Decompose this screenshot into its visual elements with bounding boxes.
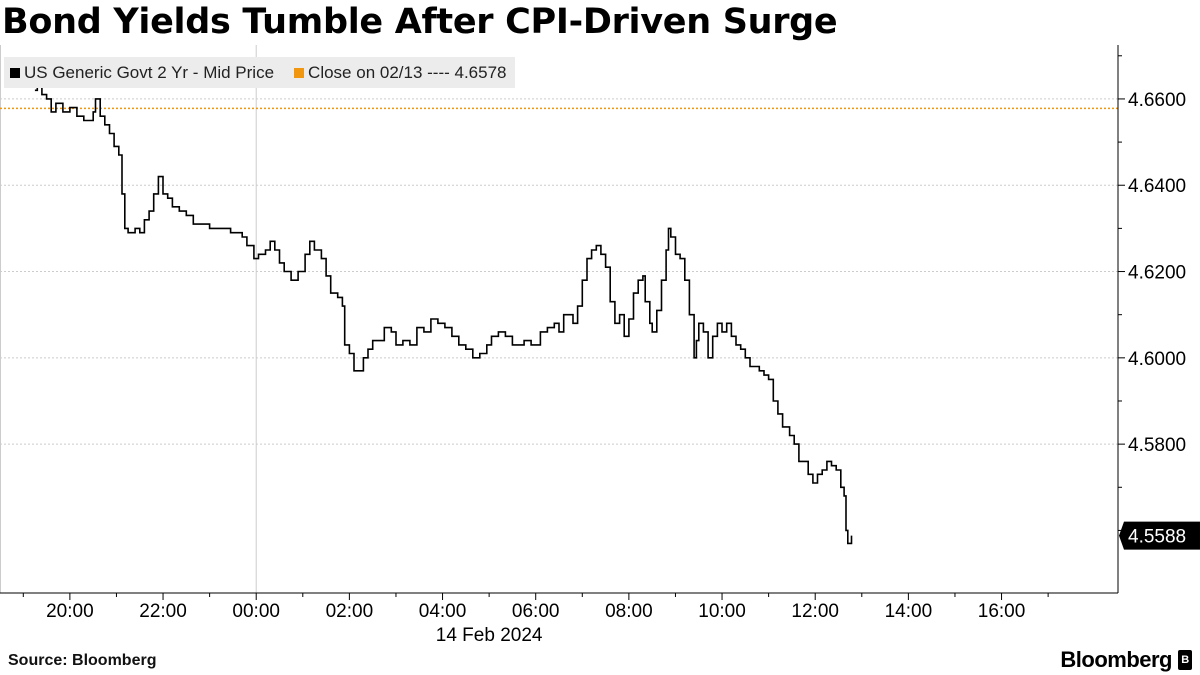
- bloomberg-b-icon: B: [1178, 650, 1192, 670]
- x-tick-label: 12:00: [791, 601, 839, 622]
- brand-name: Bloomberg: [1060, 647, 1172, 672]
- x-date-label: 14 Feb 2024: [436, 625, 543, 646]
- x-tick-label: 20:00: [46, 601, 94, 622]
- legend-close-label: Close on 02/13 ---- 4.6578: [308, 62, 507, 82]
- last-value-label: 4.5588: [1128, 527, 1186, 548]
- last-value-badge: 4.5588: [1119, 521, 1200, 550]
- y-tick-label: 4.6600: [1128, 90, 1186, 111]
- brand-logo: Bloomberg B: [1060, 647, 1192, 673]
- y-tick-label: 4.5800: [1128, 435, 1186, 456]
- x-tick-label: 22:00: [139, 601, 187, 622]
- grid-lines: [0, 45, 1118, 593]
- x-tick-label: 00:00: [232, 601, 280, 622]
- series-line-us-2yr: [34, 85, 853, 545]
- close-swatch-icon: [294, 67, 305, 78]
- chart-title: Bond Yields Tumble After CPI-Driven Surg…: [2, 2, 838, 42]
- x-tick-label: 08:00: [605, 601, 653, 622]
- x-axis-ticks: 20:00 22:00 00:00 02:00 04:00 06:00 08:00 10:00…: [22, 593, 1049, 646]
- chart-legend: US Generic Govt 2 Yr - Mid Price Close o…: [4, 57, 515, 88]
- series-lines: [34, 85, 853, 545]
- x-tick-label: 06:00: [512, 601, 560, 622]
- x-tick-label: 14:00: [885, 601, 933, 622]
- legend-series-label: US Generic Govt 2 Yr - Mid Price: [24, 62, 275, 82]
- y-axis-ticks: 4.6600 4.6400 4.6200 4.6000 4.5800: [1118, 55, 1186, 531]
- series-swatch-icon: [10, 67, 20, 78]
- x-tick-label: 02:00: [326, 601, 374, 622]
- y-tick-label: 4.6000: [1128, 349, 1186, 370]
- y-tick-label: 4.6200: [1128, 263, 1186, 284]
- y-tick-label: 4.6400: [1128, 176, 1186, 197]
- source-note: Source: Bloomberg: [8, 652, 157, 669]
- x-tick-label: 16:00: [978, 601, 1026, 622]
- axes: [0, 45, 1119, 594]
- x-tick-label: 04:00: [419, 601, 467, 622]
- last-value-box: [1119, 521, 1200, 550]
- x-tick-label: 10:00: [698, 601, 746, 622]
